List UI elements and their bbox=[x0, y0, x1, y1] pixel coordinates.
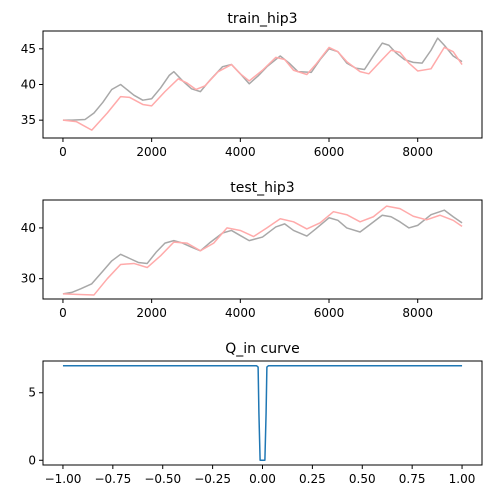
x-tick-label: 8000 bbox=[402, 306, 433, 320]
x-tick-label: 0 bbox=[59, 145, 67, 159]
x-tick-label: −1.00 bbox=[45, 472, 82, 486]
x-tick-label: −0.25 bbox=[194, 472, 231, 486]
x-tick-label: 8000 bbox=[402, 145, 433, 159]
chart-title: Q_in curve bbox=[225, 341, 299, 357]
x-tick-label: −0.50 bbox=[144, 472, 181, 486]
chart-panel-1: train_hip3 0 2000 4000 6000 8000 35 40 45 bbox=[21, 11, 483, 159]
x-tick-label: 6000 bbox=[314, 145, 345, 159]
x-tick-label: 1.00 bbox=[449, 472, 476, 486]
x-tick-label: −0.75 bbox=[94, 472, 131, 486]
series-line-1 bbox=[62, 37, 463, 121]
x-tick-label: 0.50 bbox=[349, 472, 376, 486]
x-tick-label: 6000 bbox=[314, 306, 345, 320]
chart-title: train_hip3 bbox=[227, 11, 297, 27]
y-tick-label: 0 bbox=[28, 453, 36, 467]
chart-title: test_hip3 bbox=[230, 180, 294, 196]
x-tick-label: 4000 bbox=[225, 145, 256, 159]
y-tick-label: 40 bbox=[21, 221, 36, 235]
x-tick-label: 4000 bbox=[225, 306, 256, 320]
y-tick-label: 5 bbox=[28, 386, 36, 400]
x-tick-label: 0.00 bbox=[249, 472, 276, 486]
x-tick-label: 2000 bbox=[136, 306, 167, 320]
y-tick-label: 35 bbox=[21, 113, 36, 127]
chart-panel-2: test_hip3 0 2000 4000 6000 8000 30 40 bbox=[21, 180, 483, 320]
chart-panel-3: Q_in curve −1.00 −0.75 −0.50 −0.25 0.00 0.25 0.… bbox=[28, 341, 483, 486]
x-tick-label: 0.75 bbox=[399, 472, 426, 486]
x-tick-label: 2000 bbox=[136, 145, 167, 159]
series-line-2 bbox=[62, 205, 463, 296]
x-tick-label: 0 bbox=[59, 306, 67, 320]
y-tick-label: 45 bbox=[21, 42, 36, 56]
plot-frame bbox=[42, 199, 483, 300]
x-tick-label: 0.25 bbox=[299, 472, 326, 486]
y-tick-label: 30 bbox=[21, 272, 36, 286]
series-line-1 bbox=[62, 364, 463, 462]
series-line-2 bbox=[62, 46, 463, 131]
y-tick-label: 40 bbox=[21, 78, 36, 92]
series-line-1 bbox=[62, 209, 463, 295]
